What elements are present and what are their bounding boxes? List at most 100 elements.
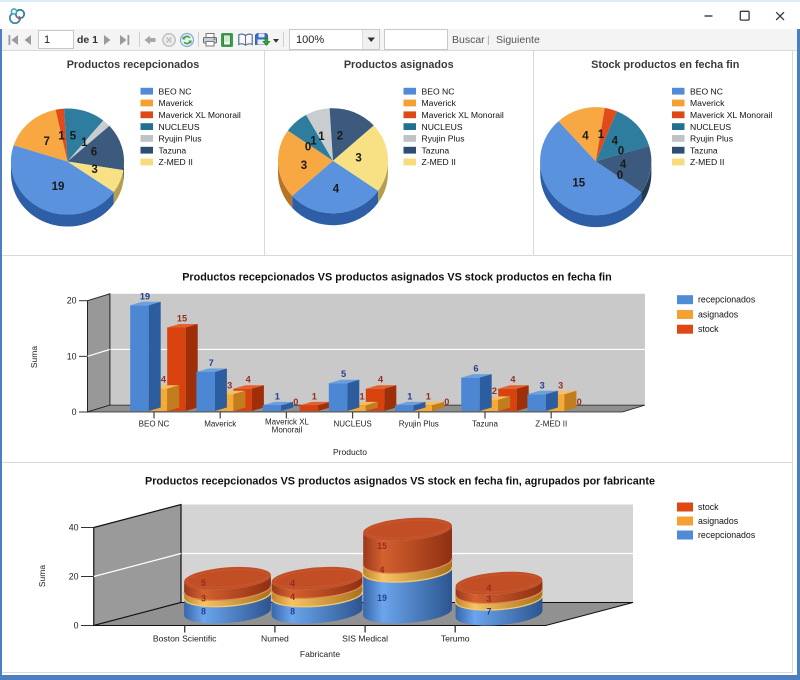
svg-text:Productos recepcionados VS pro: Productos recepcionados VS productos asi…: [145, 476, 655, 488]
svg-text:Suma: Suma: [37, 565, 47, 587]
svg-text:0: 0: [577, 397, 582, 407]
svg-text:3: 3: [301, 160, 307, 172]
svg-text:8: 8: [201, 606, 206, 616]
svg-text:3: 3: [487, 594, 492, 604]
svg-text:Tazuna: Tazuna: [159, 145, 187, 155]
svg-text:1: 1: [312, 391, 317, 401]
svg-text:1: 1: [426, 391, 431, 401]
svg-text:7: 7: [487, 606, 492, 616]
svg-text:NUCLEUS: NUCLEUS: [422, 122, 463, 132]
svg-text:5: 5: [341, 369, 346, 379]
svg-text:3: 3: [201, 594, 206, 604]
svg-text:asignados: asignados: [698, 516, 739, 526]
svg-text:1: 1: [359, 391, 364, 401]
svg-text:10: 10: [67, 351, 77, 361]
svg-text:5: 5: [70, 131, 77, 143]
svg-text:NUCLEUS: NUCLEUS: [333, 420, 371, 429]
svg-text:Maverick: Maverick: [159, 98, 194, 108]
svg-text:4: 4: [612, 136, 619, 148]
svg-text:1: 1: [58, 131, 65, 143]
svg-text:Productos recepcionados: Productos recepcionados: [67, 59, 200, 71]
svg-text:8: 8: [290, 606, 295, 616]
svg-text:1: 1: [310, 136, 317, 148]
svg-text:Monorail: Monorail: [272, 426, 303, 435]
svg-text:0: 0: [305, 141, 311, 153]
svg-text:Maverick XL: Maverick XL: [265, 418, 310, 427]
svg-text:2: 2: [337, 131, 343, 143]
svg-text:0: 0: [293, 397, 298, 407]
svg-text:Z-MED II: Z-MED II: [159, 157, 193, 167]
svg-text:BEO NC: BEO NC: [139, 420, 170, 429]
svg-text:0: 0: [618, 146, 624, 158]
svg-text:0: 0: [72, 407, 77, 417]
svg-text:4: 4: [290, 592, 295, 602]
svg-text:Maverick: Maverick: [204, 420, 237, 429]
svg-text:recepcionados: recepcionados: [698, 530, 756, 540]
svg-text:19: 19: [140, 291, 150, 301]
svg-text:Z-MED II: Z-MED II: [690, 157, 724, 167]
svg-text:Tazuna: Tazuna: [422, 145, 450, 155]
svg-text:Fabricante: Fabricante: [300, 649, 340, 659]
svg-text:1: 1: [407, 391, 412, 401]
svg-text:Maverick: Maverick: [422, 98, 457, 108]
svg-text:6: 6: [91, 147, 97, 159]
svg-text:4: 4: [582, 131, 589, 143]
svg-text:Ryujin Plus: Ryujin Plus: [159, 134, 202, 144]
svg-text:Maverick XL Monorail: Maverick XL Monorail: [690, 110, 772, 120]
svg-text:0: 0: [74, 621, 79, 631]
svg-text:stock: stock: [698, 502, 719, 512]
svg-text:6: 6: [473, 364, 478, 374]
svg-text:Stock productos en fecha fin: Stock productos en fecha fin: [591, 59, 739, 71]
svg-text:1: 1: [81, 137, 88, 149]
svg-text:Productos asignados: Productos asignados: [344, 59, 454, 71]
svg-text:4: 4: [378, 375, 384, 385]
svg-text:Ryujin Plus: Ryujin Plus: [422, 134, 465, 144]
svg-text:4: 4: [487, 583, 492, 593]
svg-text:SIS Medical: SIS Medical: [342, 634, 388, 644]
svg-text:Boston Scientific: Boston Scientific: [153, 634, 217, 644]
svg-text:19: 19: [52, 181, 65, 193]
svg-text:19: 19: [377, 593, 387, 603]
svg-text:BEO NC: BEO NC: [159, 86, 192, 96]
svg-text:7: 7: [209, 358, 214, 368]
svg-text:Maverick XL Monorail: Maverick XL Monorail: [422, 110, 504, 120]
svg-text:stock: stock: [698, 324, 719, 334]
svg-text:Ryujin Plus: Ryujin Plus: [690, 134, 733, 144]
svg-text:Tazuna: Tazuna: [472, 420, 498, 429]
svg-text:40: 40: [69, 523, 79, 533]
svg-text:BEO NC: BEO NC: [422, 86, 455, 96]
svg-text:Z-MED II: Z-MED II: [422, 157, 456, 167]
svg-text:4: 4: [290, 578, 295, 588]
svg-text:4: 4: [161, 375, 167, 385]
svg-text:4: 4: [246, 375, 252, 385]
svg-text:1: 1: [318, 131, 325, 143]
svg-text:4: 4: [510, 375, 516, 385]
svg-text:NUCLEUS: NUCLEUS: [159, 122, 200, 132]
svg-text:Z-MED II: Z-MED II: [535, 420, 567, 429]
svg-text:20: 20: [67, 296, 77, 306]
svg-text:BEO NC: BEO NC: [690, 86, 723, 96]
svg-text:Producto: Producto: [333, 447, 367, 457]
svg-text:Maverick: Maverick: [690, 98, 725, 108]
svg-text:3: 3: [540, 380, 545, 390]
svg-text:3: 3: [355, 153, 361, 165]
svg-text:Ryujin Plus: Ryujin Plus: [399, 420, 439, 429]
svg-text:asignados: asignados: [698, 309, 739, 319]
svg-text:Tazuna: Tazuna: [690, 145, 718, 155]
svg-text:0: 0: [617, 170, 623, 182]
svg-text:3: 3: [91, 164, 97, 176]
svg-text:4: 4: [333, 184, 340, 196]
svg-text:Maverick XL Monorail: Maverick XL Monorail: [159, 110, 241, 120]
svg-text:15: 15: [177, 314, 187, 324]
svg-text:4: 4: [620, 159, 627, 171]
svg-text:1: 1: [275, 391, 280, 401]
svg-text:0: 0: [444, 397, 449, 407]
svg-text:1: 1: [598, 129, 605, 141]
svg-text:4: 4: [380, 565, 385, 575]
svg-text:2: 2: [492, 386, 497, 396]
svg-text:3: 3: [558, 380, 563, 390]
svg-text:15: 15: [572, 177, 585, 189]
svg-text:Numed: Numed: [261, 634, 289, 644]
svg-text:NUCLEUS: NUCLEUS: [690, 122, 731, 132]
svg-text:20: 20: [69, 572, 79, 582]
